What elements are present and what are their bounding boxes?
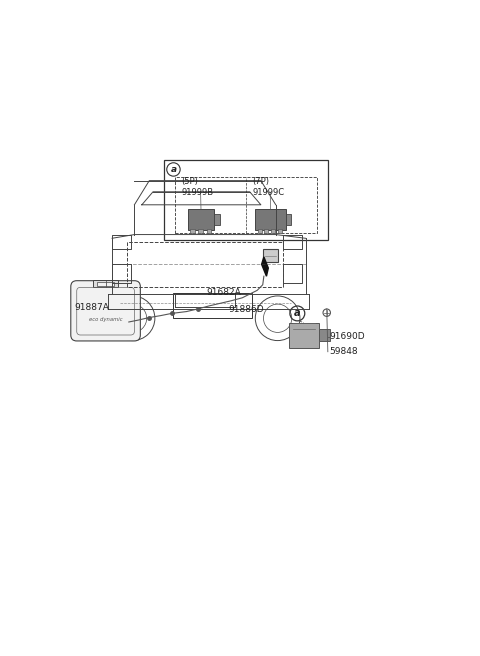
Bar: [319, 329, 330, 341]
Bar: [206, 230, 211, 233]
Text: 91887A: 91887A: [74, 302, 109, 312]
Bar: [164, 160, 328, 240]
Bar: [289, 323, 319, 348]
Text: 91886D: 91886D: [228, 305, 264, 314]
Circle shape: [323, 309, 330, 316]
Text: 91999B: 91999B: [181, 188, 214, 197]
Polygon shape: [262, 257, 268, 276]
Bar: [258, 230, 262, 233]
Text: 91690D: 91690D: [330, 333, 365, 341]
Text: a: a: [294, 308, 300, 318]
Bar: [125, 319, 133, 324]
Bar: [263, 249, 277, 262]
Bar: [188, 209, 215, 230]
Text: 91682A: 91682A: [206, 288, 241, 297]
Bar: [97, 282, 114, 285]
Bar: [277, 230, 282, 233]
Bar: [190, 230, 195, 233]
Bar: [255, 209, 286, 230]
Text: (5P): (5P): [181, 177, 198, 186]
Bar: [198, 230, 203, 233]
Bar: [286, 215, 291, 225]
Bar: [175, 176, 317, 234]
Bar: [215, 215, 220, 225]
Bar: [264, 230, 268, 233]
Text: 59848: 59848: [330, 347, 359, 356]
Bar: [173, 293, 252, 318]
Text: (7P): (7P): [252, 177, 270, 186]
FancyBboxPatch shape: [71, 281, 140, 341]
Text: eco dynamic: eco dynamic: [89, 317, 122, 322]
Bar: [271, 230, 275, 233]
Text: 91999C: 91999C: [252, 188, 285, 197]
Bar: [94, 280, 118, 287]
Text: a: a: [170, 165, 177, 174]
